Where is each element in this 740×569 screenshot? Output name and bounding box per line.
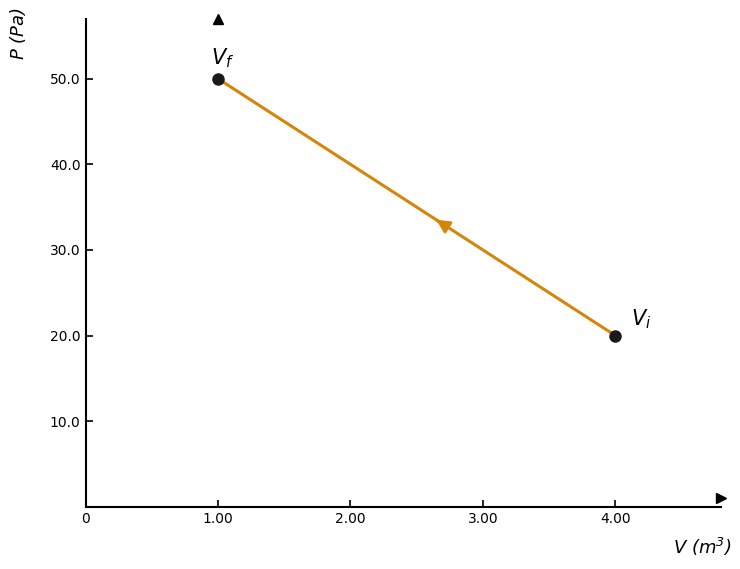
Text: $V_i$: $V_i$ (631, 308, 651, 331)
X-axis label: $V\ \mathregular{(m^3)}$: $V\ \mathregular{(m^3)}$ (673, 536, 731, 558)
Text: $V_f$: $V_f$ (212, 47, 235, 70)
Y-axis label: $P\ \mathregular{(Pa)}$: $P\ \mathregular{(Pa)}$ (8, 7, 28, 60)
